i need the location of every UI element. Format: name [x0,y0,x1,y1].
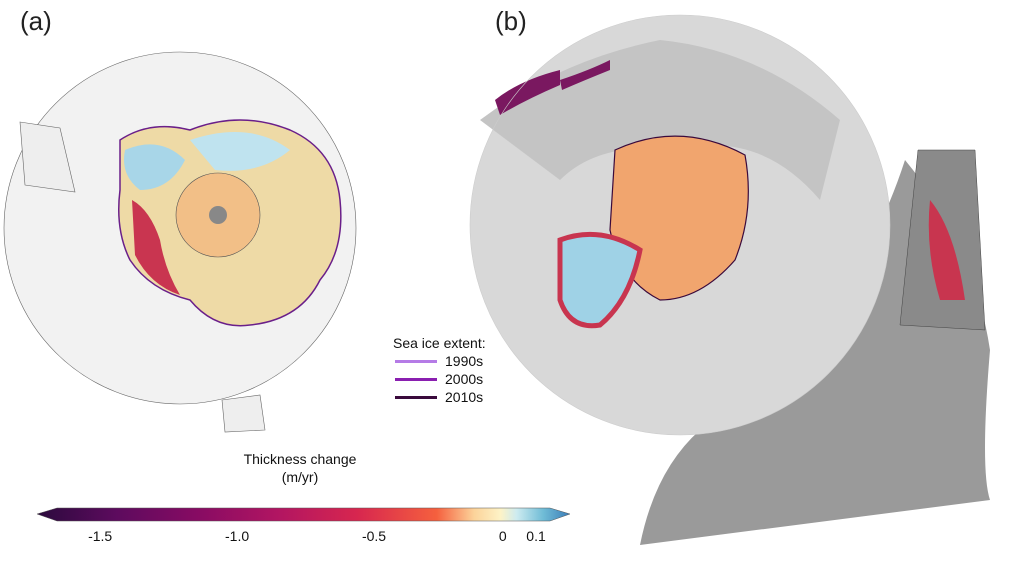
colorbar-units: (m/yr) [281,469,319,485]
legend-title: Sea ice extent: [393,335,486,351]
antarctic-map [3,51,357,433]
legend-swatch-2000s [395,377,437,381]
legend-item: 2000s [393,370,486,388]
legend-label: 1990s [445,353,484,369]
panel-label-b: (b) [495,6,527,36]
colorbar-tick-label: -1.0 [225,528,250,544]
colorbar [36,507,571,522]
legend-label: 2000s [445,371,484,387]
panel-label-a: (a) [20,6,52,36]
sea-ice-legend: Sea ice extent: 1990s 2000s 2010s [393,334,486,406]
legend-item: 2010s [393,388,486,406]
legend-item: 1990s [393,352,486,370]
arctic-map [469,14,990,545]
colorbar-tick-label: -0.5 [361,528,387,544]
colorbar-title: Thickness change (m/yr) [215,450,385,486]
legend-label: 2010s [445,389,484,405]
colorbar-title-text: Thickness change [243,451,357,467]
legend-swatch-2010s [395,395,437,399]
colorbar-tick-label: 0.1 [526,528,546,544]
legend-swatch-1990s [395,359,437,363]
colorbar-tick-label: -1.5 [88,528,113,544]
colorbar-tick-label: 0 [498,528,507,544]
